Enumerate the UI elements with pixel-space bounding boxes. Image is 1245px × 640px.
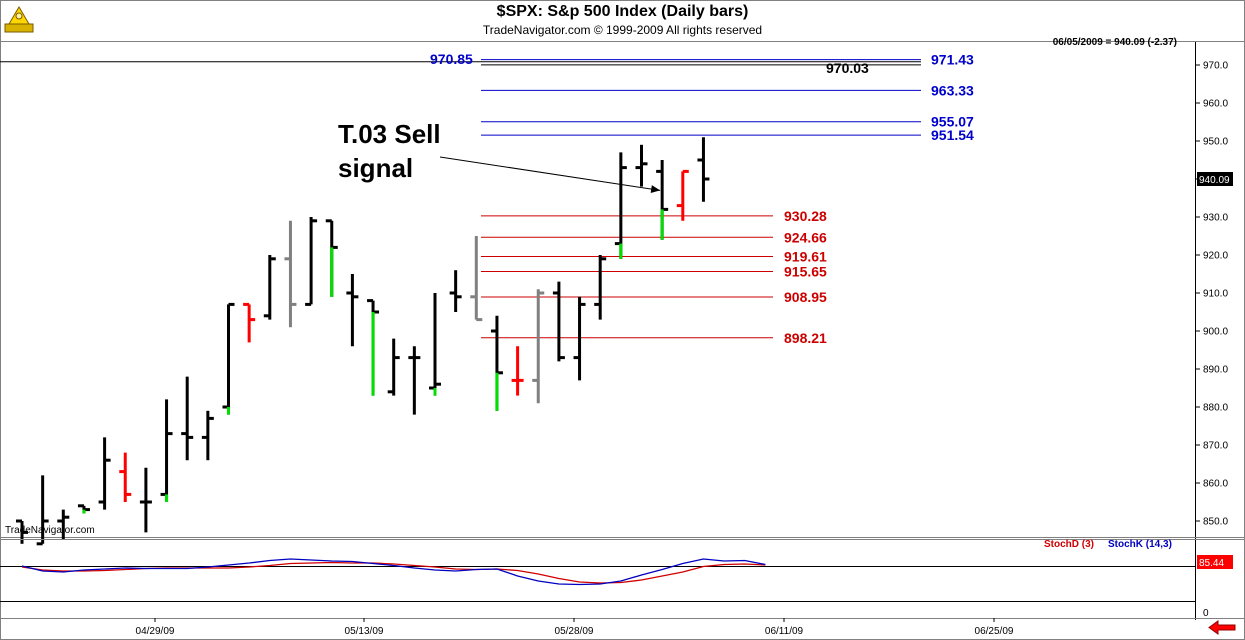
annotation-arrow-line [439,156,661,191]
ohlc-bar [160,399,173,502]
osc-axis-label: 0 [1203,608,1209,619]
price-axis-label: 930.0 [1203,213,1228,224]
stoch-k-legend: StochK (14,3) [1108,539,1172,550]
stoch-k-line [21,558,766,586]
reference-label: 970.85 [430,51,473,67]
ohlc-bar [119,452,132,502]
ohlc-bar [635,144,648,187]
ohlc-bar [222,302,235,415]
osc-last-value-box [1197,555,1233,569]
support-label: 915.65 [784,264,827,280]
ohlc-bar [387,338,400,396]
ohlc-bar [305,217,318,306]
ohlc-bar [656,160,669,240]
price-axis-label: 970.0 [1203,61,1228,72]
price-axis-label: 890.0 [1203,365,1228,376]
ohlc-bar [594,255,607,320]
resistance-label: 955.07 [931,114,974,130]
ohlc-bar [532,289,545,404]
support-label: 924.66 [784,229,827,245]
price-axis-label: 950.0 [1203,137,1228,148]
support-label: 898.21 [784,330,827,346]
resistance-label: 951.54 [931,127,974,143]
support-label: 919.61 [784,248,827,264]
price-axis-label: 860.0 [1203,479,1228,490]
price-axis-label: 910.0 [1203,289,1228,300]
stoch-d-legend: StochD (3) [1044,539,1094,550]
ohlc-bar [57,509,70,540]
trade-navigator-logo-icon [4,6,34,33]
date-axis-label: 06/11/09 [765,626,804,637]
last-price-info: 06/05/2009 = 940.09 (-2.37) [1052,37,1177,48]
ohlc-bar [325,219,338,297]
annotation: T.03 Sell signal [338,119,661,194]
chart-title: $SPX: S&p 500 Index (Daily bars) [496,3,749,20]
resistance-label: 963.33 [931,82,974,98]
price-axis-label: 960.0 [1203,99,1228,110]
red-left-arrow-icon[interactable] [1208,620,1236,635]
ohlc-bar [263,255,276,320]
ohlc-bar [346,274,359,347]
support-label: 908.95 [784,289,827,305]
ohlc-bar [77,504,90,514]
ohlc-bar [511,346,524,396]
ohlc-bar [98,437,111,510]
ohlc-bar [243,302,256,343]
ohlc-bar [697,137,710,202]
ohlc-bar [490,315,503,411]
ohlc-bar [139,467,152,533]
support-label: 930.28 [784,208,827,224]
date-axis: 04/29/09 05/13/09 05/28/09 06/11/09 06/25/09 [0,618,1244,637]
ohlc-bar [614,152,627,259]
date-axis-label: 06/25/09 [975,626,1014,637]
last-price-label: 940.09 [1199,175,1230,186]
ohlc-bar [449,270,462,312]
date-axis-label: 05/28/09 [555,626,594,637]
ohlc-bar [201,410,214,461]
reference-label: 970.03 [826,60,869,76]
watermark: TradeNavigator.com [5,525,95,536]
ohlc-bar [181,376,194,461]
price-axis: 850.0 860.0 870.0 880.0 890.0 900.0 910.0 920.0… [1195,61,1233,528]
annotation-line-2: signal [338,153,413,183]
ohlc-bar [552,281,565,362]
resistance-label: 971.43 [931,52,974,68]
price-axis-label: 850.0 [1203,517,1228,528]
last-price-box [1197,172,1233,186]
chart-subtitle: TradeNavigator.com © 1999-2009 All right… [482,23,763,37]
annotation-arrowhead [650,185,661,194]
ohlc-bar [429,293,441,396]
price-axis-label: 880.0 [1203,403,1228,414]
date-axis-label: 05/13/09 [345,626,384,637]
ohlc-bar [408,346,421,415]
ohlc-bar [36,475,49,546]
ohlc-bar [470,236,483,322]
ohlc-bar [284,220,297,328]
price-axis-label: 870.0 [1203,441,1228,452]
price-axis-label: 920.0 [1203,251,1228,262]
date-axis-label: 04/29/09 [136,626,175,637]
ohlc-bar [367,299,380,396]
price-bars [16,137,710,546]
price-axis-label: 900.0 [1203,327,1228,338]
osc-last-value-label: 85.44 [1199,558,1224,569]
oscillator-panel: 85.44 0 [0,539,1244,619]
ohlc-bar [573,296,586,381]
ohlc-bar [676,169,689,221]
annotation-line-1: T.03 Sell [338,119,441,149]
